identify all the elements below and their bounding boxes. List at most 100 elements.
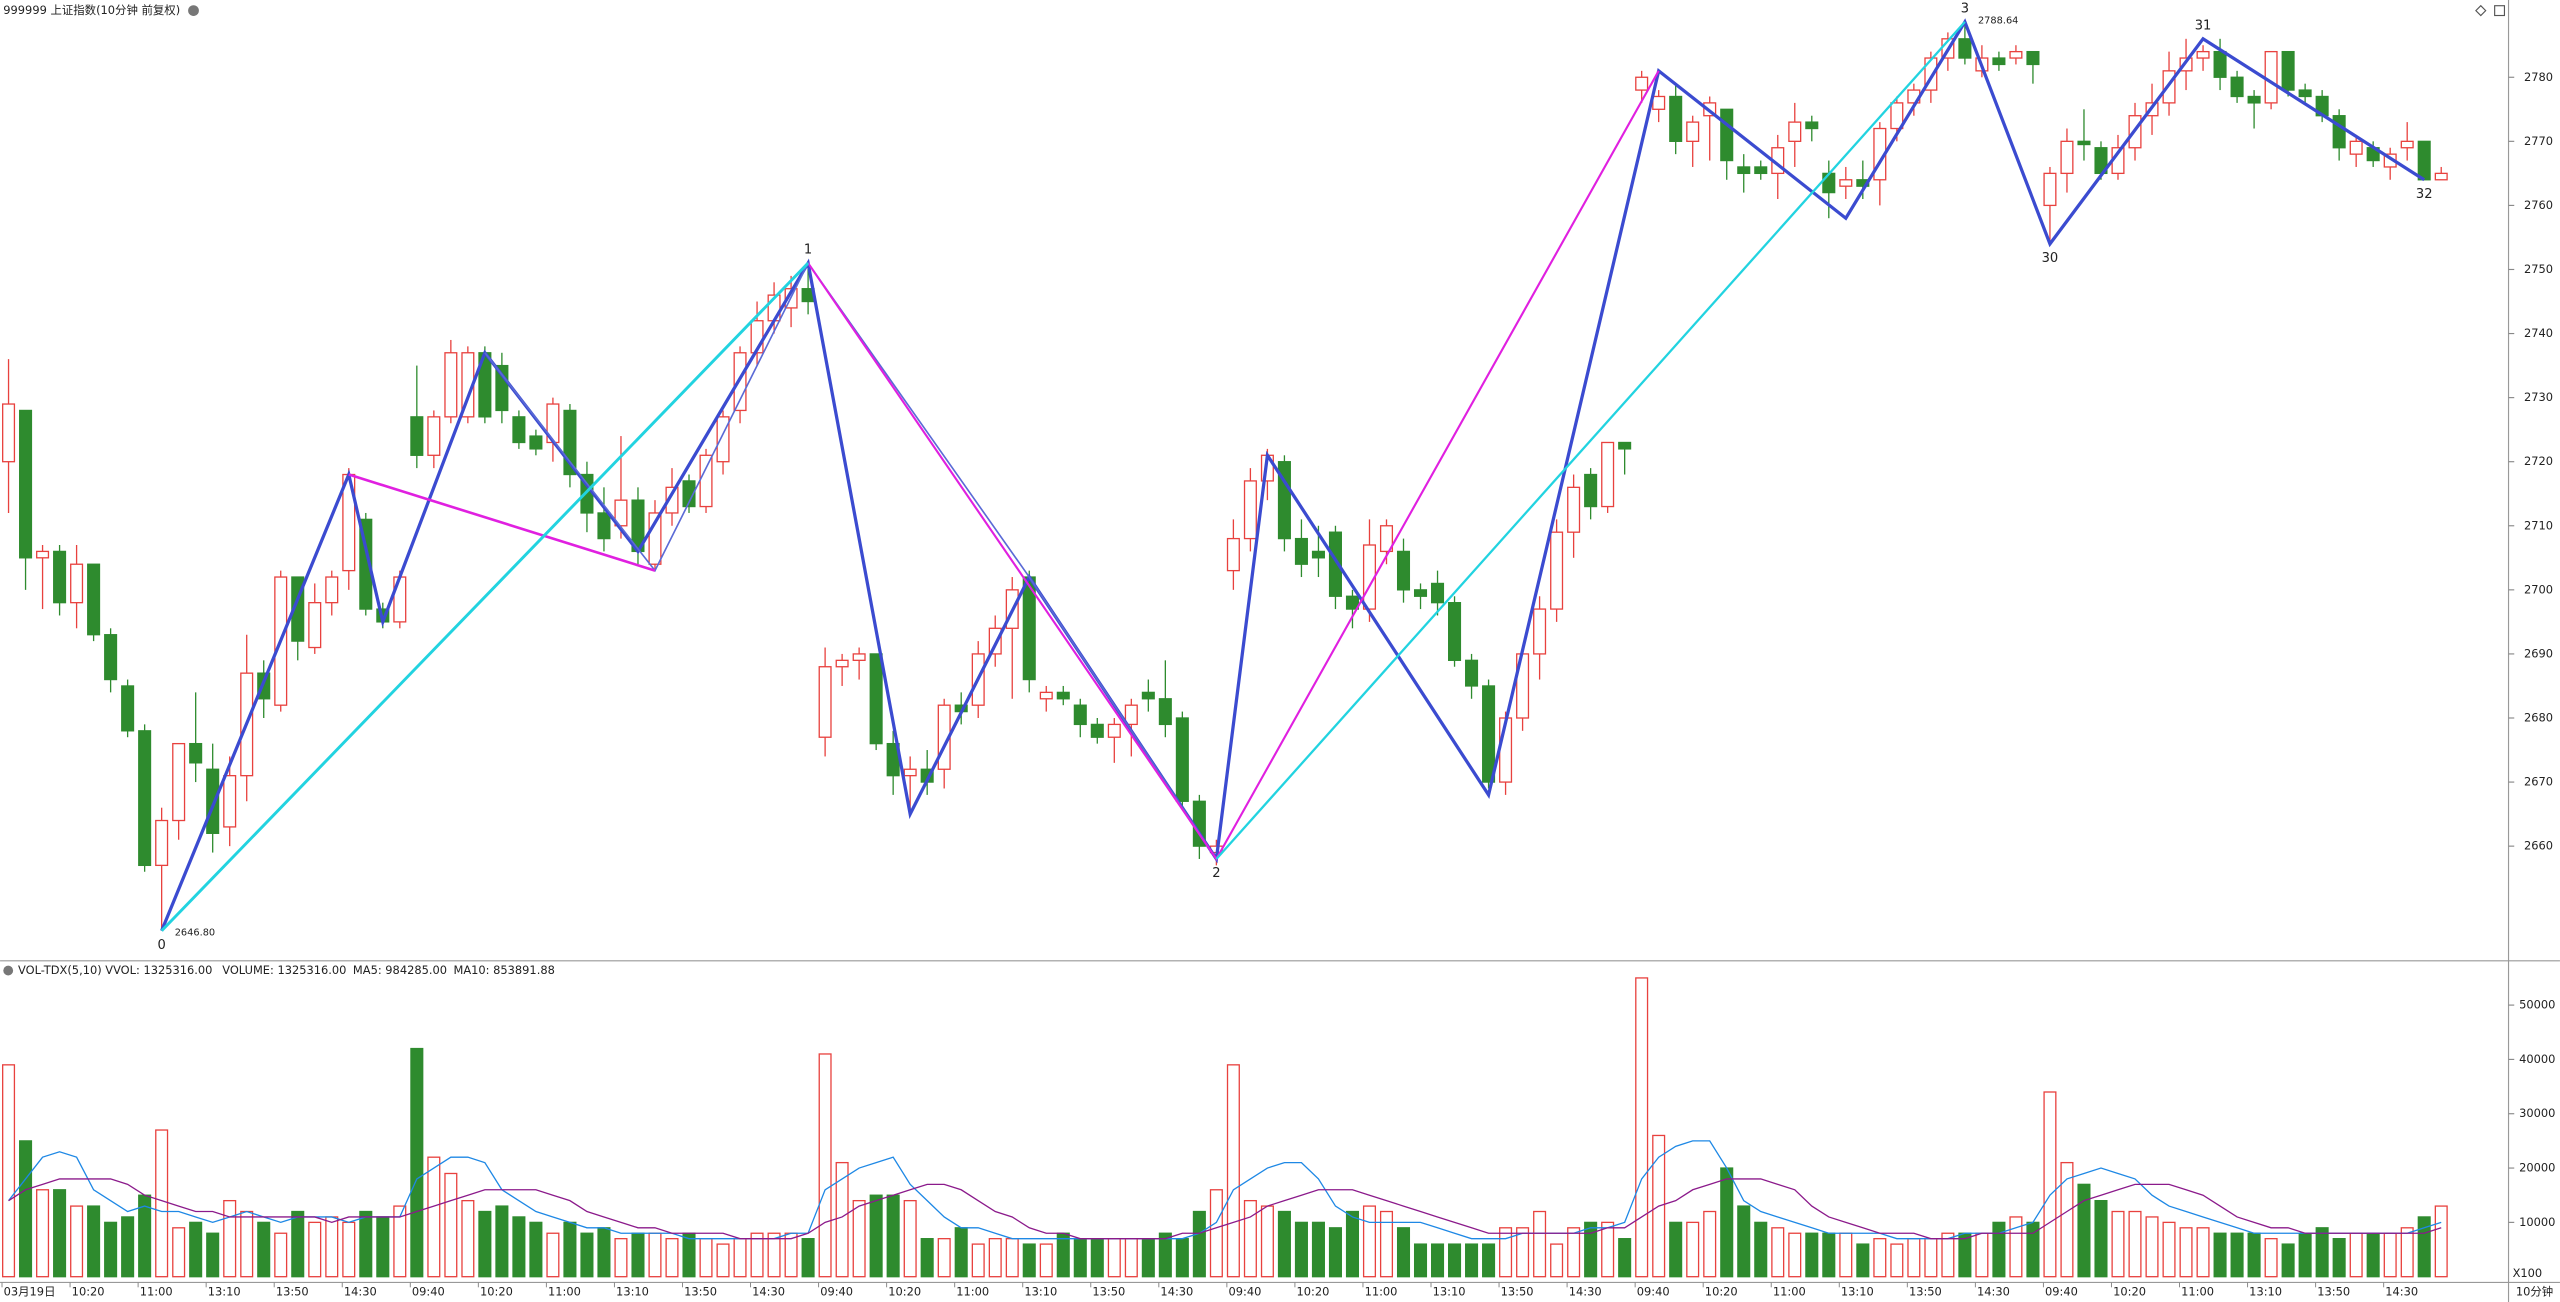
legend-entry: VOLUME: 1325316.00 xyxy=(222,963,346,977)
volume-bar xyxy=(512,1216,526,1278)
candle-body xyxy=(189,742,203,764)
candle-body xyxy=(104,634,118,681)
volume-bar xyxy=(835,1161,849,1278)
volume-bar xyxy=(2196,1227,2210,1278)
candle-body xyxy=(2298,89,2312,98)
y-tick-label: 30000 xyxy=(2519,1106,2555,1120)
x-tick-label: 10:20 xyxy=(480,1285,513,1299)
x-tick-label: 10:20 xyxy=(888,1285,921,1299)
volume-bar xyxy=(1567,1227,1581,1278)
volume-bar xyxy=(1958,1232,1972,1278)
candle-body xyxy=(835,659,849,668)
candle-body xyxy=(529,435,543,450)
x-tick-label: 13:50 xyxy=(2317,1285,2350,1299)
candle-body xyxy=(87,563,101,636)
candle-body xyxy=(2281,50,2295,91)
candle-body xyxy=(1465,659,1479,687)
volume-bar xyxy=(971,1243,985,1278)
volume-bar xyxy=(1107,1238,1121,1278)
volume-bar xyxy=(784,1232,798,1278)
volume-bar xyxy=(1158,1232,1172,1278)
volume-bar xyxy=(1311,1221,1325,1278)
volume-bar xyxy=(1362,1205,1377,1278)
volume-bar xyxy=(1754,1221,1768,1278)
y-tick-label: 40000 xyxy=(2519,1052,2555,1066)
candle-body xyxy=(903,768,917,777)
candle-body xyxy=(2060,140,2074,175)
diamond-icon[interactable] xyxy=(2475,4,2487,17)
volume-bar xyxy=(1448,1243,1462,1278)
volume-bar xyxy=(2281,1243,2295,1278)
candle-body xyxy=(852,653,866,661)
volume-bar xyxy=(2179,1227,2193,1278)
x-tick-label: 09:40 xyxy=(1637,1285,1670,1299)
volume-bar xyxy=(155,1129,169,1278)
pivot-label: 1 xyxy=(804,243,812,258)
candle-body xyxy=(155,819,169,867)
window-icon[interactable] xyxy=(2494,5,2506,17)
volume-bar xyxy=(1379,1210,1394,1278)
candle-body xyxy=(1805,121,1819,130)
volume-bar xyxy=(70,1205,84,1278)
volume-bar xyxy=(2383,1232,2397,1278)
legend-entry: MA10: 853891.88 xyxy=(454,963,555,977)
moving-average-line xyxy=(8,1178,2442,1240)
volume-bar xyxy=(1175,1238,1189,1278)
volume-bar xyxy=(393,1205,407,1278)
candle-body xyxy=(2247,95,2261,104)
volume-bar xyxy=(1805,1232,1819,1278)
volume-bar xyxy=(1328,1227,1342,1278)
candle-body xyxy=(495,364,509,412)
candle-body xyxy=(36,550,50,559)
x-tick-label: 13:10 xyxy=(1433,1285,1466,1299)
volume-bar xyxy=(2298,1232,2312,1278)
x-tick-label: 11:00 xyxy=(1365,1285,1398,1299)
volume-bar xyxy=(427,1156,441,1278)
candle-body xyxy=(1720,108,1734,162)
x-tick-label: 14:30 xyxy=(344,1285,377,1299)
volume-bar xyxy=(1465,1243,1479,1278)
y-tick-label: 2770 xyxy=(2524,134,2553,148)
x-tick-label: 13:50 xyxy=(1501,1285,1534,1299)
y-tick-label: 2690 xyxy=(2524,646,2553,660)
candle-body xyxy=(1686,121,1700,142)
unit-label: X100 xyxy=(2513,1266,2543,1280)
candle-body xyxy=(1584,473,1598,508)
volume-bar xyxy=(2247,1232,2261,1278)
volume-bar xyxy=(1771,1227,1785,1278)
volume-menu-icon[interactable] xyxy=(3,965,14,976)
candle-body xyxy=(1482,685,1496,783)
y-tick-label: 2750 xyxy=(2524,262,2553,276)
candle-body xyxy=(2264,50,2278,104)
title-menu-icon[interactable] xyxy=(188,5,199,16)
y-tick-label: 2680 xyxy=(2524,710,2553,724)
y-tick-label: 50000 xyxy=(2519,998,2555,1012)
candle-body xyxy=(563,409,577,476)
volume-bar xyxy=(1856,1243,1870,1278)
y-tick-label: 2730 xyxy=(2524,390,2553,404)
pivot-label: 3 xyxy=(1961,1,1969,16)
volume-bar xyxy=(988,1238,1002,1278)
zigzag-line xyxy=(1215,21,1966,860)
volume-bar xyxy=(1482,1243,1496,1278)
volume-title: VOL-TDX(5,10) VVOL: 1325316.00 xyxy=(18,963,212,977)
volume-bar xyxy=(2009,1216,2023,1278)
candle-body xyxy=(1294,537,1308,565)
volume-bar xyxy=(2264,1238,2278,1278)
candle-body xyxy=(1379,525,1394,553)
candle-body xyxy=(1243,480,1257,540)
volume-bar xyxy=(308,1221,322,1278)
volume-bar xyxy=(2366,1232,2380,1278)
volume-bar xyxy=(19,1140,33,1278)
volume-bar xyxy=(920,1238,934,1278)
candle-body xyxy=(1158,698,1172,726)
volume-bar xyxy=(852,1199,866,1278)
volume-bar xyxy=(189,1221,203,1278)
zigzag-line xyxy=(160,262,810,932)
candle-body xyxy=(1652,95,1666,110)
x-tick-label: 03月19日 xyxy=(4,1285,56,1299)
volume-bar xyxy=(1686,1221,1700,1278)
candle-body xyxy=(1890,102,1904,130)
volume-bar xyxy=(580,1232,594,1278)
